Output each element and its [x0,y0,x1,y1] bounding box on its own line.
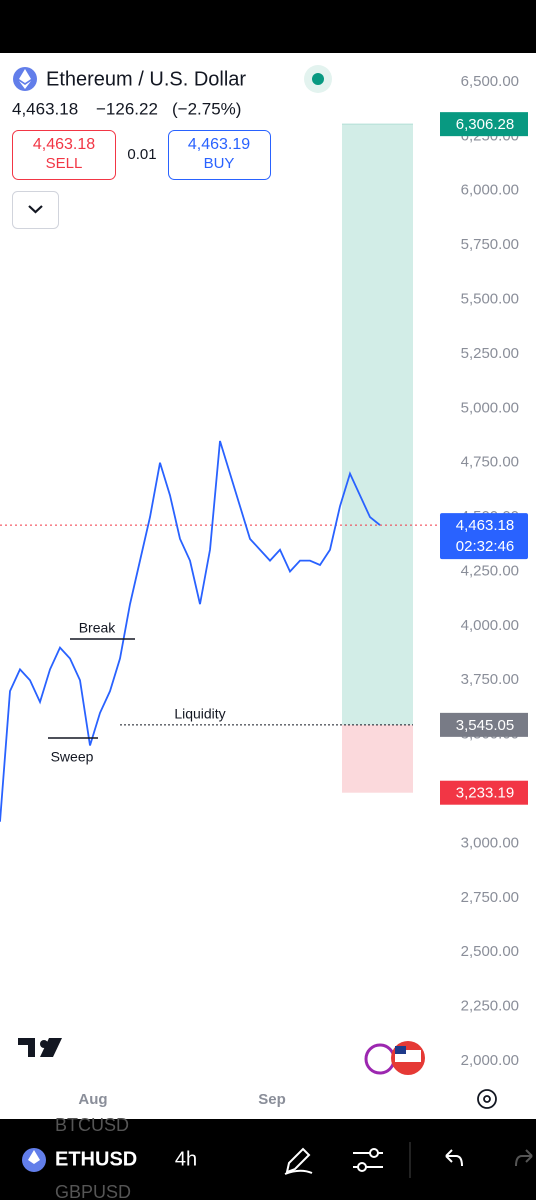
y-tick-label: 2,750.00 [461,889,519,906]
y-tick-label: 4,250.00 [461,562,519,579]
buy-button[interactable] [168,130,271,180]
undo-button[interactable] [445,1149,463,1167]
prev-symbol: BTCUSD [55,1115,129,1135]
toolbar-eth-glyph [28,1150,40,1164]
toolbar [0,1119,536,1200]
next-symbol: GBPUSD [55,1182,131,1200]
y-tick-label: 3,000.00 [461,834,519,851]
y-tick-label: 6,500.00 [461,73,519,90]
chart-layer: 2,000.00 2,250.00 2,500.00 2,750.00 3,000.00… [0,73,528,1108]
current-price-label: 4,463.18 [456,517,514,534]
sell-price: 4,463.18 [33,136,95,153]
settings-icon[interactable] [477,1089,497,1109]
y-tick-label: 5,750.00 [461,236,519,253]
price-tag [440,112,528,137]
status-bar [0,0,536,53]
price-tag [440,712,528,737]
settings-icon-core [483,1095,491,1103]
tradingview-logo [18,1038,62,1057]
price-tag-label: 3,233.19 [456,785,514,802]
current-price-tag [440,513,528,560]
buy-price: 4,463.19 [188,136,250,153]
redo-button[interactable] [515,1149,533,1167]
price-change: −126.22 [96,99,158,118]
y-tick-label: 5,250.00 [461,345,519,362]
y-tick-label: 4,000.00 [461,617,519,634]
tradingview-logo-dot [40,1040,48,1048]
price-line [0,440,381,822]
x-tick-label: Sep [258,1091,286,1108]
y-tick-label: 4,750.00 [461,454,519,471]
interval[interactable]: 4h [175,1148,197,1170]
countdown: 02:32:46 [456,538,514,555]
chevron-icon [28,205,43,214]
price-tag-label: 6,306.28 [456,116,514,133]
sell-label: SELL [46,155,83,172]
price-change-pct: (−2.75%) [172,99,241,118]
last-price: 4,463.18 [12,99,78,118]
profit-zone [342,124,413,725]
spread: 0.01 [127,146,156,163]
break-label: Break [79,620,117,636]
price-tag-label: 3,545.05 [456,717,514,734]
liquidity-label: Liquidity [174,706,225,722]
y-tick-label: 5,500.00 [461,291,519,308]
symbol-name: Ethereum / U.S. Dollar [46,68,246,90]
flag-canton [395,1046,406,1054]
eth-glyph [19,69,31,89]
price-tag [440,780,528,805]
market-dot [312,73,324,85]
buy-label: BUY [204,155,235,172]
y-tick-label: 6,000.00 [461,182,519,199]
y-tick-label: 3,750.00 [461,671,519,688]
y-tick-label: 2,250.00 [461,998,519,1015]
sell-button[interactable] [12,130,116,180]
y-tick-label: 2,500.00 [461,943,519,960]
indicators-knob [369,1148,379,1158]
x-tick-label: Aug [78,1091,107,1108]
expand-button[interactable] [12,191,59,229]
y-tick-label: 5,000.00 [461,399,519,416]
chart-area [0,53,536,1119]
y-tick-label: 2,000.00 [461,1052,519,1069]
loss-zone [342,724,413,793]
indicators-knob [357,1162,367,1172]
draw-tool[interactable] [284,1147,313,1175]
toolbar-symbol[interactable]: ETHUSD [55,1148,137,1170]
sweep-label: Sweep [51,749,94,765]
